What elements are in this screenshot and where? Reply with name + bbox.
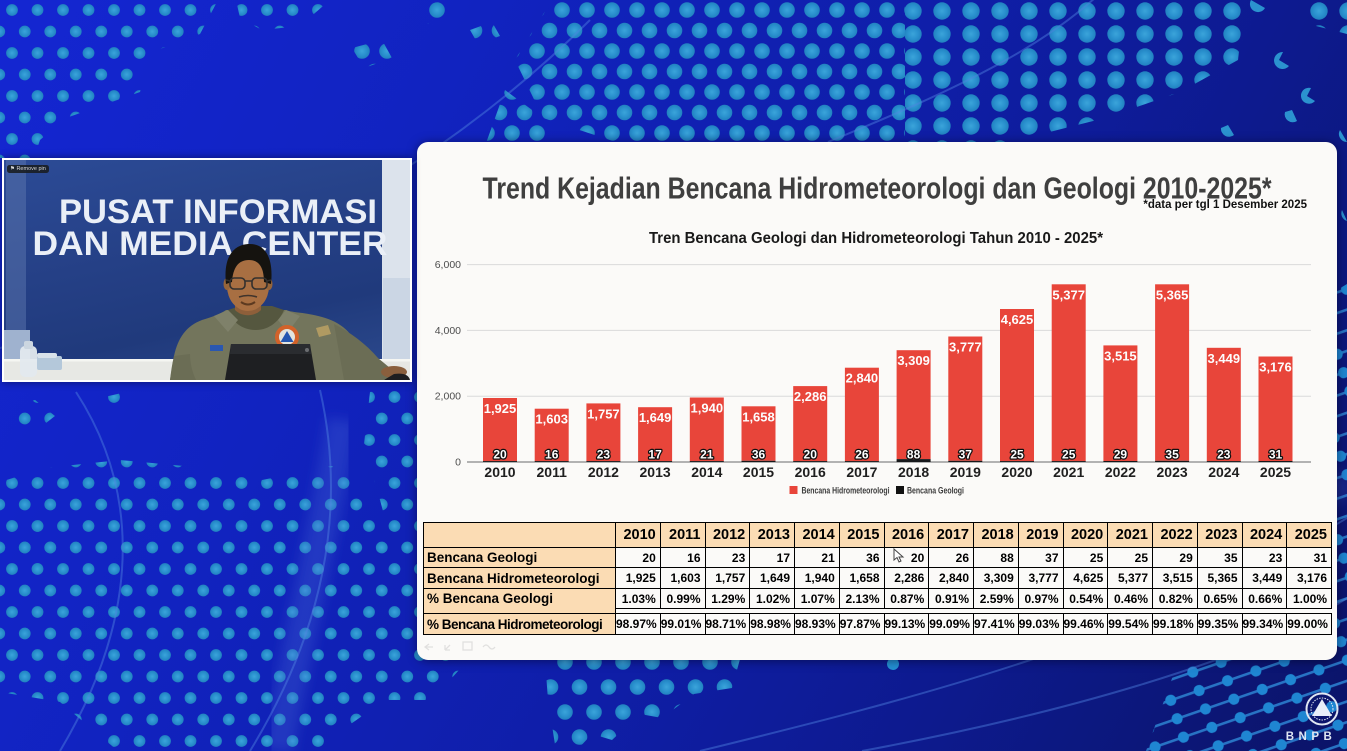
svg-text:2022: 2022 bbox=[1105, 464, 1136, 480]
svg-text:37: 37 bbox=[959, 448, 973, 462]
svg-text:2010: 2010 bbox=[484, 464, 515, 480]
svg-text:21: 21 bbox=[700, 448, 714, 462]
svg-text:2019: 2019 bbox=[950, 464, 981, 480]
svg-text:5,365: 5,365 bbox=[1156, 287, 1189, 302]
svg-text:16: 16 bbox=[545, 448, 559, 462]
svg-text:DAN MEDIA CENTER: DAN MEDIA CENTER bbox=[33, 225, 388, 263]
svg-text:1,940: 1,940 bbox=[691, 401, 724, 416]
svg-text:2018: 2018 bbox=[898, 464, 929, 480]
svg-text:35: 35 bbox=[1165, 448, 1179, 462]
svg-text:23: 23 bbox=[1217, 448, 1231, 462]
svg-text:1,603: 1,603 bbox=[535, 412, 568, 427]
svg-text:0: 0 bbox=[455, 457, 461, 469]
svg-text:26: 26 bbox=[855, 448, 869, 462]
svg-text:Bencana Geologi: Bencana Geologi bbox=[907, 486, 964, 497]
svg-text:20: 20 bbox=[493, 448, 507, 462]
svg-text:1,658: 1,658 bbox=[742, 409, 775, 424]
svg-text:4,000: 4,000 bbox=[435, 325, 461, 337]
svg-text:6,000: 6,000 bbox=[435, 259, 461, 271]
svg-text:31: 31 bbox=[1269, 448, 1283, 462]
svg-text:20: 20 bbox=[804, 448, 818, 462]
svg-text:2017: 2017 bbox=[846, 464, 877, 480]
svg-text:1,757: 1,757 bbox=[587, 406, 620, 421]
svg-text:3,777: 3,777 bbox=[949, 340, 982, 355]
svg-text:17: 17 bbox=[648, 448, 662, 462]
svg-text:2015: 2015 bbox=[743, 464, 774, 480]
svg-text:1,925: 1,925 bbox=[484, 401, 517, 416]
svg-text:2025: 2025 bbox=[1260, 464, 1291, 480]
svg-text:2,000: 2,000 bbox=[435, 391, 461, 403]
svg-text:4,625: 4,625 bbox=[1001, 312, 1034, 327]
svg-text:2,840: 2,840 bbox=[846, 371, 879, 386]
svg-text:2012: 2012 bbox=[588, 464, 619, 480]
svg-text:29: 29 bbox=[1114, 448, 1128, 462]
svg-text:Bencana Hidrometeorologi: Bencana Hidrometeorologi bbox=[802, 486, 890, 497]
svg-text:PUSAT INFORMASI: PUSAT INFORMASI bbox=[59, 193, 377, 231]
svg-text:2020: 2020 bbox=[1001, 464, 1032, 480]
svg-text:1,649: 1,649 bbox=[639, 410, 672, 425]
svg-text:3,449: 3,449 bbox=[1208, 351, 1241, 366]
svg-text:Trend Kejadian Bencana Hidrome: Trend Kejadian Bencana Hidrometeorologi … bbox=[483, 171, 1273, 206]
svg-text:88: 88 bbox=[907, 448, 921, 462]
svg-text:Tren Bencana Geologi dan Hidro: Tren Bencana Geologi dan Hidrometeorolog… bbox=[649, 230, 1104, 247]
svg-text:2016: 2016 bbox=[795, 464, 826, 480]
svg-text:3,176: 3,176 bbox=[1259, 360, 1292, 375]
svg-text:5,377: 5,377 bbox=[1052, 287, 1085, 302]
svg-text:2013: 2013 bbox=[640, 464, 671, 480]
svg-text:25: 25 bbox=[1062, 448, 1076, 462]
svg-text:2,286: 2,286 bbox=[794, 389, 827, 404]
svg-text:2024: 2024 bbox=[1208, 464, 1239, 480]
svg-text:23: 23 bbox=[597, 448, 611, 462]
svg-text:2011: 2011 bbox=[537, 464, 568, 480]
svg-text:2021: 2021 bbox=[1053, 464, 1084, 480]
svg-text:BNPB: BNPB bbox=[1286, 731, 1337, 743]
svg-text:36: 36 bbox=[752, 448, 766, 462]
svg-text:25: 25 bbox=[1010, 448, 1024, 462]
svg-text:2023: 2023 bbox=[1157, 464, 1188, 480]
svg-text:2014: 2014 bbox=[691, 464, 722, 480]
svg-text:3,515: 3,515 bbox=[1104, 348, 1137, 363]
svg-text:3,309: 3,309 bbox=[897, 353, 930, 368]
